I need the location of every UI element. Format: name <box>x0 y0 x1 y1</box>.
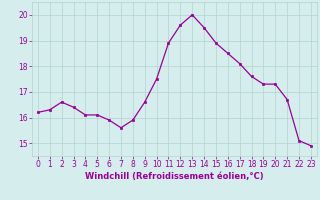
X-axis label: Windchill (Refroidissement éolien,°C): Windchill (Refroidissement éolien,°C) <box>85 172 264 181</box>
